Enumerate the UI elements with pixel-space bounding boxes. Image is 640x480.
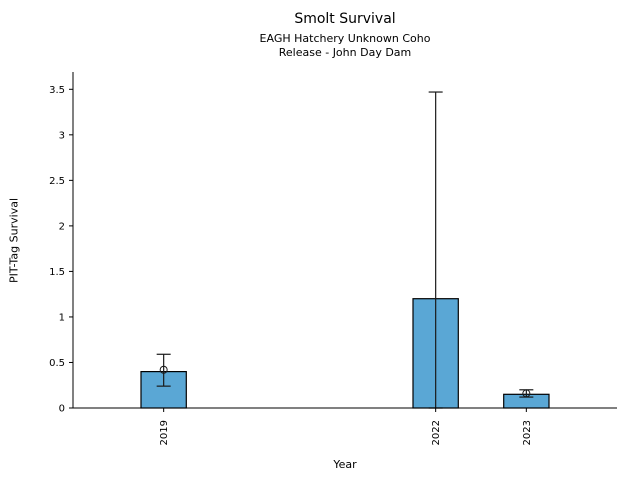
y-tick-label: 2	[59, 221, 65, 232]
chart-subtitle-line2: Release - John Day Dam	[278, 46, 412, 59]
y-tick-label: 1	[59, 312, 65, 323]
y-tick-label: 2.5	[49, 176, 65, 187]
x-tick-label: 2019	[159, 420, 170, 445]
y-tick-label: 3	[59, 130, 65, 141]
x-tick-label: 2022	[431, 420, 442, 445]
point-marker-2023	[522, 389, 531, 398]
y-tick-label: 1.5	[49, 267, 65, 278]
chart-title: Smolt Survival	[294, 11, 396, 27]
y-tick-label: 0	[59, 404, 65, 415]
x-tick-label: 2023	[522, 420, 533, 445]
chart-subtitle-line1: EAGH Hatchery Unknown Coho	[259, 32, 431, 45]
y-tick-label: 3.5	[49, 85, 65, 96]
x-axis-label: Year	[333, 458, 357, 471]
point-marker-2019	[159, 365, 168, 374]
y-tick-label: 0.5	[49, 358, 65, 369]
